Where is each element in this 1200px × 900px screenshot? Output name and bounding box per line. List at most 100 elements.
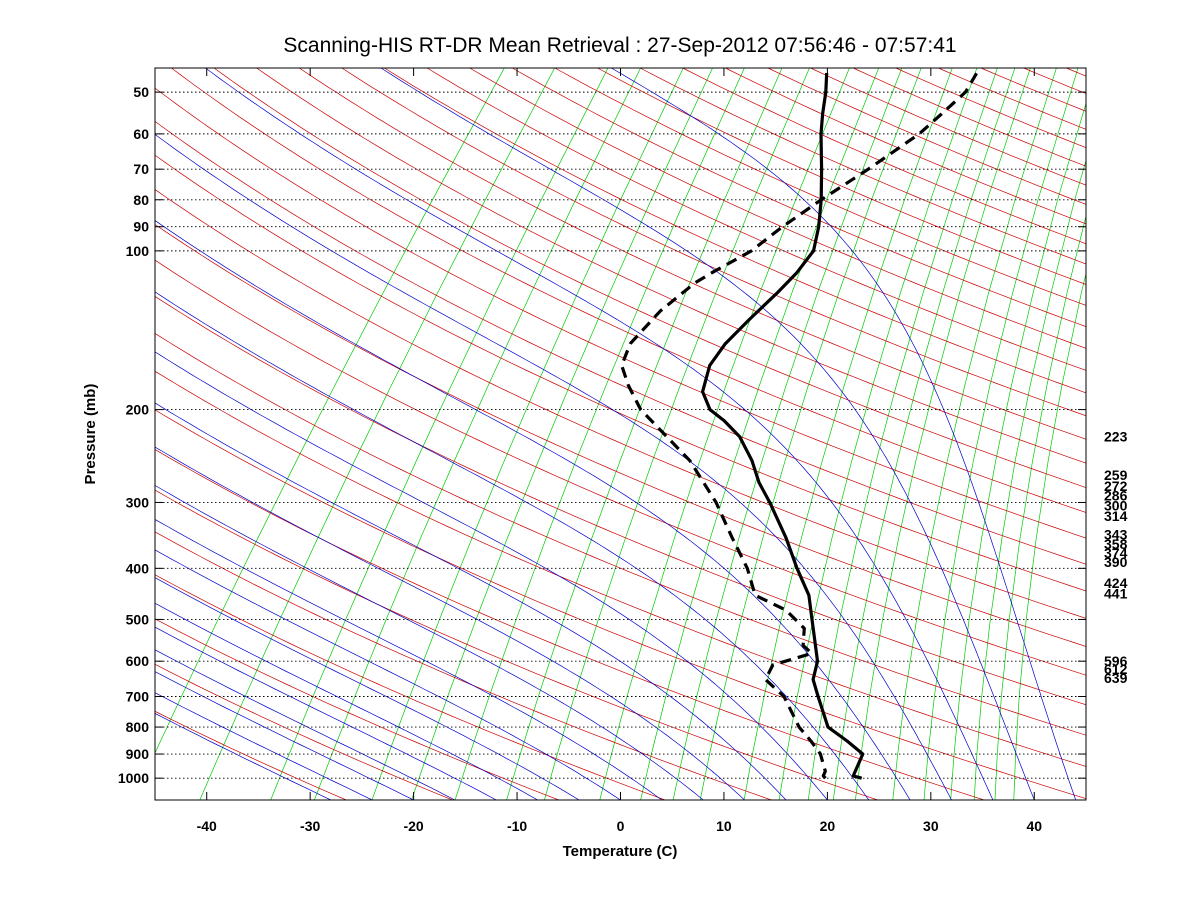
height-label: 300 [1104,497,1128,513]
x-tick-label: -10 [507,818,527,834]
dry-adiabat-line [554,68,1086,306]
temperature-profile [701,72,865,780]
x-axis-label: Temperature (C) [563,843,678,860]
moist-adiabat-line [155,549,621,800]
height-label: 424 [1104,575,1128,591]
moist-adiabat-line [155,351,828,800]
moist-adiabat-line [155,602,538,800]
y-tick-label: 1000 [118,770,149,786]
height-label: 374 [1104,545,1128,561]
height-label: 343 [1104,526,1128,542]
x-tick-label: 30 [923,818,939,834]
y-tick-label: 100 [126,243,150,259]
height-label: 223 [1104,429,1128,445]
dry-adiabat-line [256,68,1086,464]
moist-adiabat-line [155,402,787,800]
moist-adiabat-line [155,626,497,800]
dry-adiabat-line [155,120,1086,565]
mixing-ratio-line [371,68,684,800]
dry-adiabat-line [155,489,878,800]
mixing-ratio-line [270,68,609,800]
y-tick-label: 900 [126,746,150,762]
mixing-ratio-line [743,68,953,800]
x-tick-label: 20 [820,818,836,834]
dry-adiabat-line [155,87,1086,539]
height-label: 272 [1104,478,1128,494]
dewpoint-profile [620,72,979,780]
y-tick-label: 500 [126,611,150,627]
height-label: 639 [1104,670,1128,686]
dry-adiabat-line [155,663,453,800]
pressure-gridlines [155,91,1086,779]
y-tick-label: 700 [126,688,150,704]
moist-adiabat-line [155,220,911,800]
x-tick-label: -40 [197,818,217,834]
y-tick-label: 300 [126,494,150,510]
moist-adiabat-lines [155,68,1077,800]
height-label: 358 [1104,536,1128,552]
y-tick-label: 90 [133,219,149,235]
mixing-ratio-line [199,68,556,800]
mixing-ratio-line [506,68,783,800]
moist-adiabat-line [155,291,870,800]
mixing-ratio-line [778,68,978,800]
dry-adiabat-line [426,68,1086,371]
dry-adiabat-line [155,574,666,800]
moist-adiabat-line [155,446,745,800]
dry-adiabat-line [298,68,1086,440]
x-tick-label: 0 [617,818,625,834]
mixing-ratio-line [1013,271,1086,800]
height-label: 314 [1104,508,1128,524]
y-tick-label: 70 [133,161,149,177]
dry-adiabat-line [155,259,1086,676]
mixing-ratio-line [973,159,1086,800]
dry-adiabat-line [767,68,1086,205]
dry-adiabat-line [341,68,1086,417]
y-tick-label: 50 [133,84,149,100]
mixing-ratio-line [855,68,1031,800]
y-axis-label: Pressure (mb) [82,384,99,485]
moist-adiabat-line [155,649,456,800]
height-label: 612 [1104,661,1128,677]
y-tick-label: 200 [126,402,150,418]
y-axis-ticks: 50 60 70 80 90 100 200 300 400 500 600 700 800 900 100… [118,84,1086,786]
chart-title: Scanning-HIS RT-DR Mean Retrieval : 27-S… [283,34,956,57]
dry-adiabat-line [155,531,772,800]
moist-adiabat-line [380,68,1035,800]
plot-area [155,68,1086,800]
dry-adiabat-line [155,618,559,800]
dry-adiabat-line [639,68,1086,265]
mixing-ratio-line [599,68,850,800]
mixing-ratio-line [640,68,880,800]
mixing-ratio-line [923,68,1079,800]
x-tick-label: 40 [1026,818,1042,834]
height-label: 596 [1104,653,1128,669]
moist-adiabat-line [155,484,704,800]
dry-adiabat-line [155,224,1086,647]
height-label: 286 [1104,487,1128,503]
dry-adiabat-line [596,68,1086,285]
dry-adiabat-line [155,449,985,800]
mixing-ratio-line [832,68,1016,800]
mixing-ratio-line [544,68,810,800]
dry-adiabat-line [155,296,1086,706]
mixing-ratio-line [994,214,1086,800]
dry-adiabat-line [155,333,1086,736]
x-axis-ticks: -40 -30 -20 -10 0 10 20 30 40 [197,68,1042,834]
dry-adiabat-line [213,68,1086,488]
mixing-ratio-line [314,68,641,800]
moist-adiabat-line [155,671,414,800]
height-label: 441 [1104,585,1128,601]
x-tick-label: -30 [300,818,320,834]
moist-adiabat-line [155,577,580,800]
mixing-ratio-line [699,68,922,800]
mixing-ratio-line [672,68,903,800]
dry-adiabat-line [511,68,1086,328]
dry-adiabat-line [383,68,1086,394]
moist-adiabat-line [610,68,1077,800]
sounding-profiles [620,72,979,780]
moist-adiabat-line [155,134,952,800]
dry-adiabat-line [155,409,1086,800]
